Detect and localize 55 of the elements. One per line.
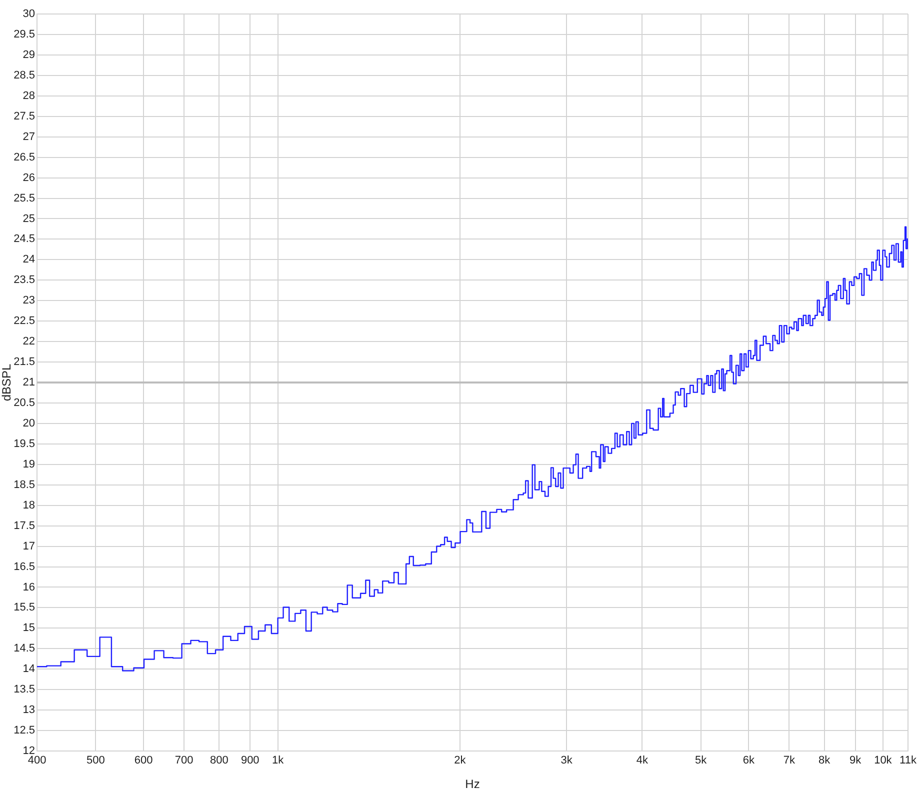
x-axis-title: Hz — [465, 777, 480, 792]
y-tick-label: 14 — [22, 663, 35, 676]
y-tick-label: 16.5 — [14, 560, 35, 573]
x-tick-label: 3k — [560, 754, 573, 767]
y-tick-label: 17 — [22, 540, 35, 552]
y-tick-label: 24 — [22, 254, 35, 266]
x-tick-label: 7k — [783, 754, 796, 767]
y-tick-label: 26.5 — [14, 151, 35, 164]
y-tick-label: 19.5 — [14, 438, 35, 450]
y-tick-label: 24.5 — [14, 233, 35, 246]
y-tick-label: 27 — [22, 130, 35, 143]
y-tick-label: 21.5 — [14, 356, 35, 368]
x-tick-label: 400 — [28, 754, 46, 767]
x-tick-label: 600 — [134, 754, 153, 767]
y-tick-label: 18.5 — [14, 478, 35, 491]
x-tick-label: 6k — [742, 754, 756, 767]
y-tick-label: 26 — [22, 172, 35, 184]
y-tick-label: 20.5 — [14, 397, 35, 410]
y-tick-label: 28.5 — [14, 69, 35, 82]
y-tick-label: 28 — [22, 90, 35, 102]
x-tick-label: 800 — [210, 754, 228, 767]
y-tick-label: 13 — [22, 704, 35, 716]
x-tick-label: 9k — [849, 754, 862, 767]
y-tick-label: 15.5 — [14, 602, 35, 614]
y-tick-label: 29 — [22, 48, 35, 61]
y-tick-label: 17.5 — [14, 520, 35, 532]
x-tick-label: 900 — [240, 754, 260, 767]
y-tick-label: 30 — [22, 8, 35, 20]
x-tick-label: 500 — [86, 754, 105, 767]
x-tick-label: 8k — [818, 754, 831, 767]
y-tick-label: 19 — [22, 458, 35, 470]
x-tick-label: 11k — [900, 754, 917, 767]
y-tick-label: 23 — [22, 294, 35, 307]
y-tick-label: 14.5 — [14, 642, 35, 655]
y-tick-label: 20 — [22, 417, 35, 430]
x-tick-label: 10k — [874, 754, 892, 767]
y-tick-label: 27.5 — [14, 110, 35, 122]
y-tick-label: 29.5 — [14, 28, 35, 41]
y-tick-label: 23.5 — [14, 274, 35, 286]
y-tick-label: 22.5 — [14, 315, 35, 328]
y-tick-label: 15 — [22, 622, 35, 634]
y-tick-label: 12.5 — [14, 724, 35, 737]
y-tick-label: 18 — [22, 499, 35, 512]
y-tick-label: 22 — [22, 336, 35, 348]
y-tick-label: 21 — [22, 376, 35, 389]
y-tick-label: 25 — [22, 212, 35, 225]
y-tick-label: 16 — [22, 581, 35, 594]
y-tick-label: 25.5 — [14, 192, 35, 204]
y-axis-title: dBSPL — [0, 363, 14, 402]
x-tick-label: 5k — [694, 754, 708, 767]
x-tick-label: 700 — [174, 754, 194, 767]
y-tick-label: 13.5 — [14, 684, 35, 696]
x-tick-label: 1k — [272, 754, 284, 767]
x-tick-label: 2k — [454, 754, 466, 767]
x-tick-label: 4k — [636, 754, 648, 767]
